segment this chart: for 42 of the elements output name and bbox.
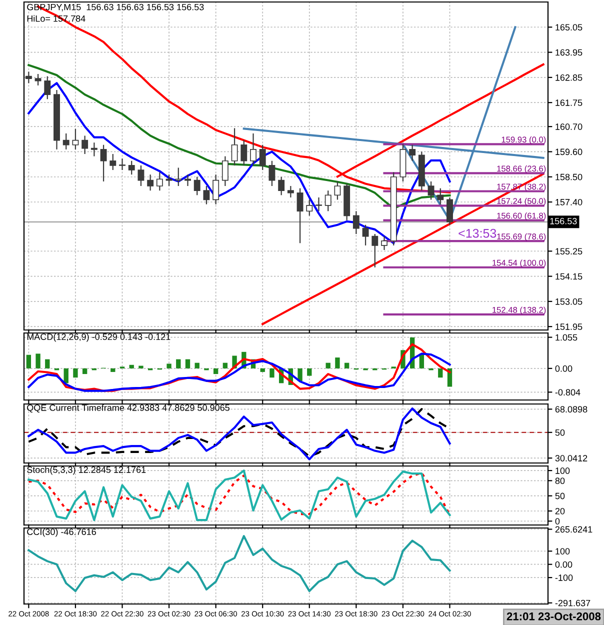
y-tick-label: 0.00 — [555, 561, 572, 568]
y-tick-label: 165.05 — [556, 24, 582, 31]
y-tick-label: 100 — [556, 548, 570, 554]
y-tick-label: 68.0898 — [555, 406, 588, 413]
annotation: 157.24 (50.0) — [497, 198, 546, 206]
annotation: 155.69 (78.6) — [497, 233, 546, 242]
y-tick-label: 100 — [556, 468, 570, 474]
annotation: 159.93 (0.0) — [502, 136, 546, 144]
ref-line-label: 156.53 — [550, 218, 577, 224]
y-tick-label: 161.75 — [556, 100, 582, 106]
y-tick-label: -100 — [555, 574, 573, 581]
y-tick-label: 1.055 — [556, 334, 578, 341]
y-tick-label: 153.05 — [556, 298, 582, 305]
annotation: 152.48 (138.2) — [492, 306, 546, 314]
y-tick-label: 155.25 — [556, 248, 582, 255]
y-tick-label: 50 — [555, 429, 565, 436]
y-tick-label: -0.804 — [555, 389, 580, 396]
y-tick-label: 163.95 — [556, 49, 582, 56]
y-tick-label: 157.40 — [556, 198, 582, 206]
y-tick-label: 30.0412 — [555, 455, 588, 462]
y-tick-label: 265.6241 — [555, 526, 592, 533]
annotation: <13:53 — [458, 228, 496, 238]
text: 21:01 23-Oct-2008 — [506, 612, 601, 620]
annotation: 156.60 (61.8) — [497, 212, 546, 220]
y-tick-label: 80 — [555, 478, 565, 484]
y-tick-label: 151.95 — [556, 324, 582, 330]
y-tick-label: 160.70 — [556, 124, 582, 130]
y-tick-label: 162.85 — [556, 74, 582, 81]
chart-title: QQE Current Timeframe 42.9383 47.8629 50.9065 — [27, 404, 230, 413]
y-tick-label: 0 — [555, 518, 560, 524]
y-tick-label: 20 — [555, 508, 565, 514]
y-tick-label: 159.60 — [556, 148, 582, 156]
y-tick-label: 50 — [555, 492, 565, 500]
y-tick-label: 0.00 — [555, 365, 572, 372]
annotation: 154.54 (100.0) — [492, 260, 546, 268]
y-tick-label: 158.50 — [556, 174, 582, 180]
annotation: 158.66 (23.6) — [497, 165, 546, 174]
y-tick-label: 154.15 — [556, 273, 582, 280]
y-tick-label: -291.637 — [555, 600, 590, 606]
chart-title: Stoch(5,3,3) 12.2845 12.1761 — [27, 466, 146, 475]
chart-title: CCI(30) -46.7616 — [27, 528, 96, 537]
chart-title: MACD(12,26,9) -0.529 0.143 -0.121 — [27, 333, 170, 342]
